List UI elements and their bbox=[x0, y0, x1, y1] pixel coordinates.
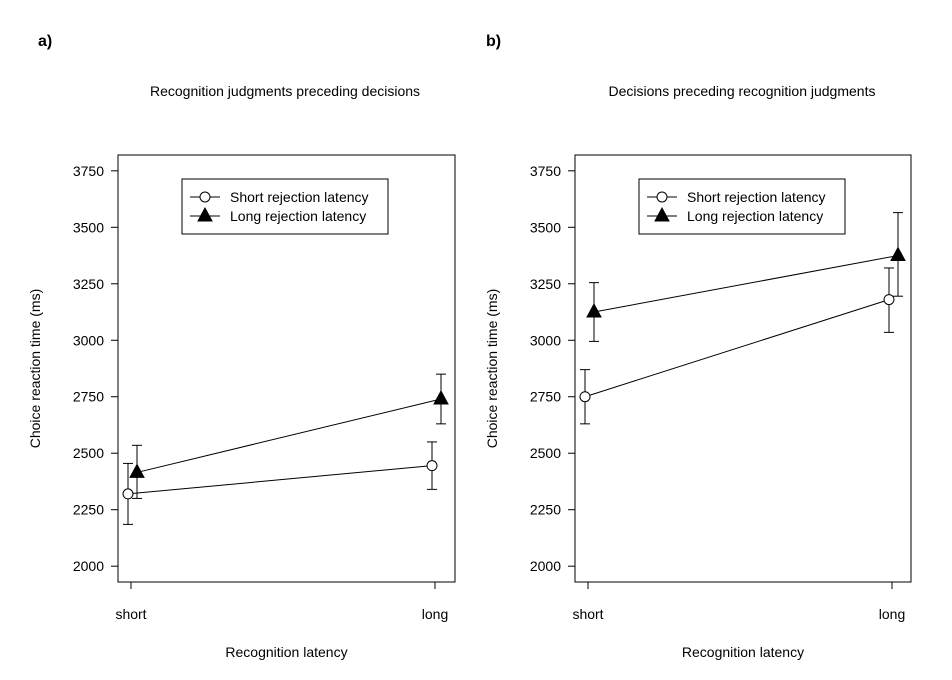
legend-box bbox=[181, 178, 389, 235]
y-tick-label: 2750 bbox=[73, 389, 104, 405]
chart-panel-b: b) Decisions preceding recognition judgme… bbox=[484, 33, 912, 660]
y-tick-label: 3000 bbox=[73, 332, 104, 348]
data-point-triangle bbox=[586, 302, 602, 318]
data-point-triangle bbox=[433, 389, 449, 405]
y-tick-label: 3000 bbox=[530, 332, 561, 348]
legend: Short rejection latency Long rejection la… bbox=[638, 178, 846, 235]
y-tick-label: 2000 bbox=[530, 558, 561, 574]
legend-item: Long rejection latency bbox=[190, 206, 366, 224]
y-axis-title: Choice reaction time (ms) bbox=[484, 289, 500, 449]
data-point-circle bbox=[426, 460, 438, 472]
chart-title: Decisions preceding recognition judgment… bbox=[609, 83, 876, 99]
legend-marker-circle bbox=[199, 191, 211, 203]
legend-item: Short rejection latency bbox=[190, 189, 369, 205]
data-point-circle bbox=[122, 488, 134, 500]
legend-marker-circle bbox=[656, 191, 668, 203]
series-line bbox=[127, 465, 433, 495]
data-point-circle bbox=[883, 294, 895, 306]
y-tick-label: 2500 bbox=[530, 445, 561, 461]
chart-title: Recognition judgments preceding decision… bbox=[150, 83, 420, 99]
legend-label: Long rejection latency bbox=[230, 208, 366, 224]
series-line bbox=[136, 398, 442, 473]
y-axis: 2000 2250 2500 2750 3000 3250 3500 3750 bbox=[530, 163, 575, 574]
y-tick-label: 3750 bbox=[530, 163, 561, 179]
panel-label: a) bbox=[38, 33, 52, 50]
legend-label: Short rejection latency bbox=[687, 189, 826, 205]
x-axis: short long bbox=[115, 582, 448, 622]
series-long-rejection bbox=[129, 373, 449, 499]
y-tick-label: 3500 bbox=[73, 219, 104, 235]
legend-box bbox=[638, 178, 846, 235]
x-axis-title: Recognition latency bbox=[682, 644, 804, 660]
series-line bbox=[593, 255, 899, 313]
panel-label: b) bbox=[486, 33, 501, 50]
series-short-rejection bbox=[122, 441, 438, 525]
y-tick-label: 2250 bbox=[530, 502, 561, 518]
legend: Short rejection latency Long rejection la… bbox=[181, 178, 389, 235]
legend-item: Short rejection latency bbox=[647, 189, 826, 205]
data-point-triangle bbox=[129, 463, 145, 478]
y-tick-label: 2500 bbox=[73, 445, 104, 461]
series-line bbox=[584, 299, 890, 398]
x-tick-label-long: long bbox=[879, 606, 905, 622]
x-tick-label-long: long bbox=[422, 606, 448, 622]
series-long-rejection bbox=[586, 212, 906, 342]
y-tick-label: 2000 bbox=[73, 558, 104, 574]
x-tick-label-short: short bbox=[115, 606, 146, 622]
x-axis: short long bbox=[572, 582, 905, 622]
y-tick-label: 3500 bbox=[530, 219, 561, 235]
legend-label: Short rejection latency bbox=[230, 189, 369, 205]
chart-panel-a: a) Recognition judgments preceding decisi… bbox=[27, 33, 456, 660]
legend-label: Long rejection latency bbox=[687, 208, 823, 224]
legend-marker-triangle bbox=[654, 206, 670, 222]
y-tick-label: 3250 bbox=[73, 276, 104, 292]
y-axis: 2000 2250 2500 2750 3000 3250 3500 3750 bbox=[73, 163, 118, 574]
legend-marker-triangle bbox=[197, 206, 213, 222]
data-point-circle bbox=[579, 391, 591, 403]
y-axis-title: Choice reaction time (ms) bbox=[27, 289, 43, 449]
data-point-triangle bbox=[890, 246, 906, 262]
y-tick-label: 3250 bbox=[530, 276, 561, 292]
y-tick-label: 2250 bbox=[73, 502, 104, 518]
legend-item: Long rejection latency bbox=[647, 206, 823, 224]
y-tick-label: 2750 bbox=[530, 389, 561, 405]
plot-frame bbox=[574, 154, 912, 583]
x-tick-label-short: short bbox=[572, 606, 603, 622]
x-axis-title: Recognition latency bbox=[225, 644, 347, 660]
y-tick-label: 3750 bbox=[73, 163, 104, 179]
series-short-rejection bbox=[579, 267, 895, 425]
plot-frame bbox=[117, 154, 456, 583]
